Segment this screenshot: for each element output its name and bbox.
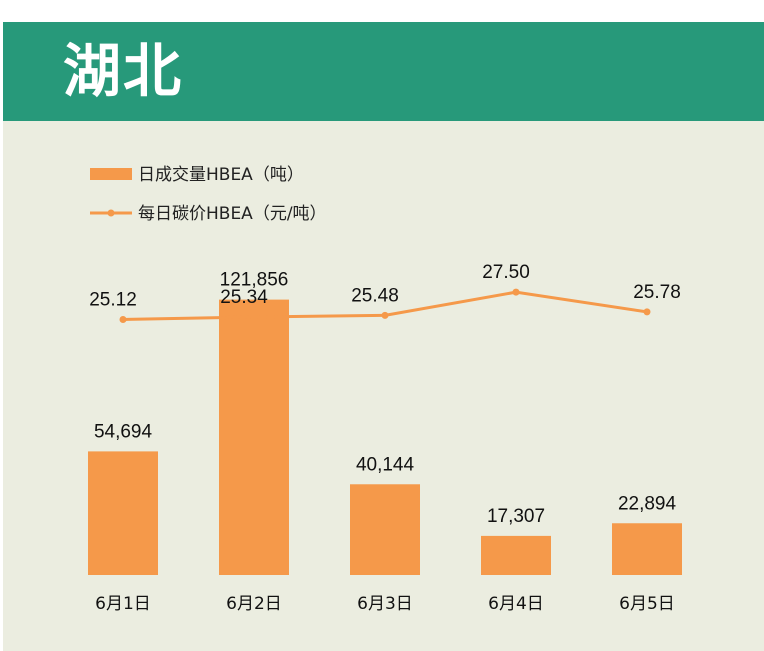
bar (88, 451, 158, 575)
chart-area: 日成交量HBEA（吨） 每日碳价HBEA（元/吨） 54,694 121,856 4… (88, 165, 682, 614)
line-point (512, 288, 520, 296)
bar (481, 535, 551, 575)
bar-value-label: 54,694 (94, 421, 153, 442)
x-axis-ticks: 6月1日 6月2日 6月3日 6月4日 6月5日 (95, 594, 675, 614)
header-bar: 湖北 (3, 22, 764, 121)
legend-line-label: 每日碳价HBEA（元/吨） (138, 204, 327, 224)
bar (350, 484, 420, 575)
line-value-label: 25.48 (351, 285, 399, 306)
line-series: 25.12 25.34 25.48 27.50 25.78 (89, 262, 681, 323)
bar-series: 54,694 121,856 40,144 17,307 22,894 (88, 270, 682, 575)
line-point (250, 313, 258, 321)
line-point (119, 316, 127, 323)
legend: 日成交量HBEA（吨） 每日碳价HBEA（元/吨） (90, 165, 327, 224)
bar (219, 299, 289, 575)
page-title: 湖北 (63, 37, 184, 105)
line-value-label: 25.12 (89, 290, 137, 311)
x-tick-label: 6月1日 (95, 594, 151, 614)
bar-value-label: 17,307 (487, 506, 545, 527)
line-value-label: 25.78 (633, 282, 681, 303)
x-tick-label: 6月3日 (357, 594, 413, 614)
legend-bar-swatch (90, 168, 132, 180)
line-value-label: 25.34 (220, 287, 268, 308)
line-point (643, 308, 651, 316)
bar-value-label: 40,144 (356, 454, 415, 475)
line-point (381, 311, 389, 319)
bar (612, 523, 682, 575)
bar-value-label: 22,894 (618, 493, 677, 514)
legend-bar-label: 日成交量HBEA（吨） (138, 165, 304, 185)
x-tick-label: 6月5日 (619, 594, 675, 614)
legend-line-marker (107, 209, 115, 217)
line-value-label: 27.50 (482, 262, 530, 283)
x-tick-label: 6月2日 (226, 594, 282, 614)
x-tick-label: 6月4日 (488, 594, 544, 614)
bar-value-label: 121,856 (220, 270, 289, 291)
chart-panel: 湖北 日成交量HBEA（吨） 每日碳价HBEA（元/吨） 54,694 121,8… (3, 22, 764, 651)
